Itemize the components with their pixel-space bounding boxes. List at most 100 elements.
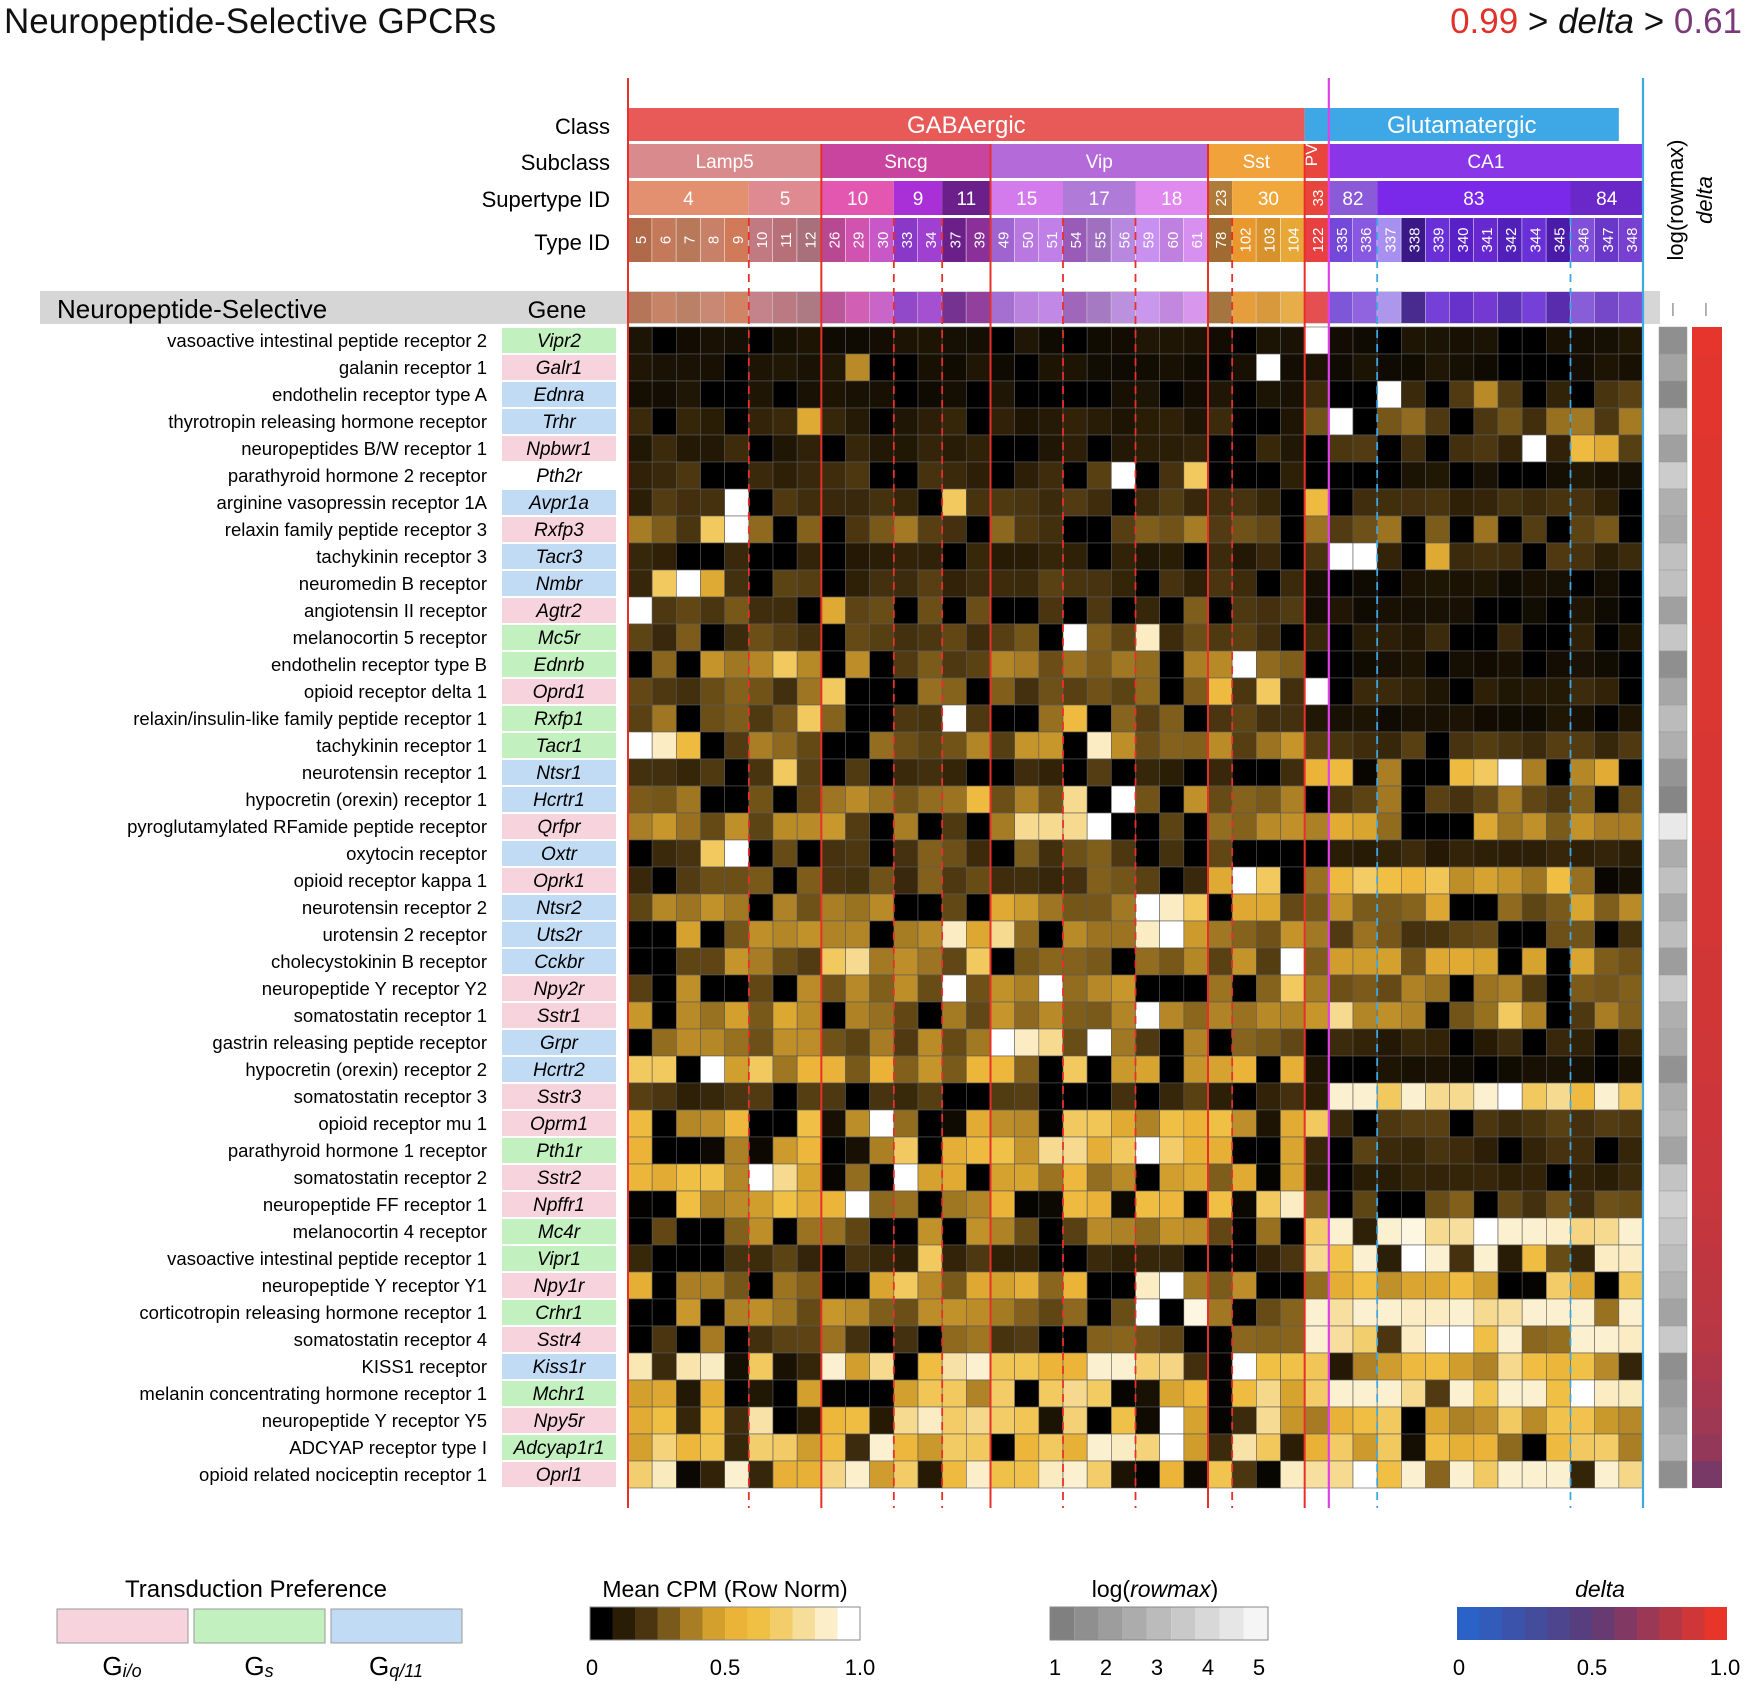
heatmap-cell	[1352, 677, 1378, 706]
delta-cell	[1692, 732, 1722, 759]
heatmap-cell	[1135, 1055, 1160, 1084]
rowmax-cell	[1658, 1136, 1688, 1165]
heatmap-cell	[821, 677, 846, 706]
heatmap-cell	[1038, 704, 1064, 733]
heatmap-cell	[1425, 758, 1450, 787]
gene-symbol: Npy2r	[534, 979, 585, 1000]
heatmap-cell	[1401, 1244, 1426, 1273]
heatmap-cell	[821, 1460, 846, 1489]
heatmap-cell	[1304, 542, 1330, 571]
heatmap-cell	[1473, 893, 1499, 922]
legend-cpm-step	[612, 1607, 635, 1640]
heatmap-cell	[1570, 1163, 1595, 1192]
heatmap-cell	[1014, 947, 1040, 976]
heatmap-cell	[1328, 839, 1354, 868]
heatmap-cell	[1473, 1136, 1499, 1165]
heatmap-cell	[651, 623, 677, 652]
heatmap-cell	[1280, 1109, 1305, 1138]
heatmap-cell	[1159, 893, 1185, 922]
heatmap-cell	[1280, 1433, 1305, 1462]
heatmap-cell	[1038, 515, 1064, 544]
heatmap-cell	[748, 596, 774, 625]
type-color-swatch	[1038, 292, 1063, 323]
heatmap-cell	[845, 1433, 870, 1462]
heatmap-cell	[1594, 1379, 1620, 1408]
heatmap-cell	[1086, 488, 1112, 517]
heatmap-cell	[1352, 974, 1378, 1003]
heatmap-cell	[1280, 920, 1305, 949]
heatmap-cell	[796, 596, 822, 625]
heatmap-cell	[1473, 1352, 1499, 1381]
heatmap-cell	[1207, 623, 1233, 652]
heatmap-cell	[1497, 515, 1523, 544]
heatmap-cell	[1135, 650, 1160, 679]
heatmap-cell	[627, 326, 653, 355]
heatmap-cell	[1062, 542, 1088, 571]
heatmap-cell	[1473, 1244, 1499, 1273]
heatmap-cell	[1135, 1217, 1160, 1246]
heatmap-cell	[1256, 1055, 1281, 1084]
heatmap-cell	[1449, 1136, 1475, 1165]
heatmap-cell	[1376, 1082, 1402, 1111]
heatmap-cell	[1086, 569, 1112, 598]
heatmap-cell	[748, 1190, 774, 1219]
heatmap-cell	[1086, 1244, 1112, 1273]
type-color-swatch	[990, 292, 1015, 323]
heatmap-cell	[1328, 461, 1354, 490]
heatmap-cell	[966, 1082, 991, 1111]
heatmap-cell	[1304, 1028, 1330, 1057]
heatmap-cell	[1086, 1271, 1112, 1300]
heatmap-cell	[1376, 1271, 1402, 1300]
heatmap-cell	[651, 1028, 677, 1057]
gene-chip	[502, 679, 616, 704]
heatmap-cell	[651, 542, 677, 571]
heatmap-cell	[1618, 1298, 1644, 1327]
rowmax-cell	[1658, 488, 1688, 517]
heatmap-cell	[893, 1163, 919, 1192]
heatmap-cell	[1618, 1055, 1644, 1084]
heatmap-cell	[1304, 650, 1330, 679]
heatmap-cell	[748, 1109, 774, 1138]
heatmap-cell	[1328, 1055, 1354, 1084]
heatmap-cell	[627, 731, 653, 760]
heatmap-cell	[941, 1109, 967, 1138]
legend-delta-step	[1659, 1607, 1682, 1640]
heatmap-cell	[1135, 758, 1160, 787]
type-color-swatch	[1546, 292, 1570, 323]
type-id-label: 56	[1116, 232, 1133, 249]
heatmap-cell	[1497, 407, 1523, 436]
heatmap-cell	[966, 542, 991, 571]
heatmap-cell	[651, 596, 677, 625]
heatmap-cell	[1231, 1433, 1257, 1462]
heatmap-cell	[990, 596, 1015, 625]
delta-cell	[1692, 1137, 1722, 1164]
heatmap-cell	[1231, 1460, 1257, 1489]
heatmap-cell	[1376, 1217, 1402, 1246]
delta-cell	[1692, 1272, 1722, 1299]
heatmap-cell	[1594, 812, 1620, 841]
legend-rowmax-step	[1146, 1607, 1172, 1640]
type-id-label: 49	[996, 232, 1013, 249]
heatmap-cell	[1256, 1163, 1281, 1192]
legend-rowmax-step	[1219, 1607, 1244, 1640]
heatmap-cell	[917, 947, 943, 976]
heatmap-cell	[845, 1217, 870, 1246]
rowmax-cell	[1658, 407, 1688, 436]
heatmap-cell	[1135, 1082, 1160, 1111]
heatmap-cell	[1231, 515, 1257, 544]
gene-symbol: Npffr1	[533, 1195, 585, 1216]
delta-cell	[1692, 408, 1722, 435]
type-cell	[1328, 218, 1353, 262]
heatmap-cell	[917, 893, 943, 922]
heatmap-cell	[1256, 704, 1281, 733]
supertype-band-9	[1232, 181, 1305, 215]
heatmap-cell	[1231, 1217, 1257, 1246]
gene-column-header: Gene	[528, 297, 587, 324]
heatmap-cell	[796, 1460, 822, 1489]
heatmap-cell	[1401, 1028, 1426, 1057]
heatmap-cell	[1086, 1109, 1112, 1138]
heatmap-cell	[1207, 758, 1233, 787]
heatmap-cell	[1401, 1136, 1426, 1165]
heatmap-cell	[1159, 866, 1185, 895]
heatmap-cell	[1062, 515, 1088, 544]
